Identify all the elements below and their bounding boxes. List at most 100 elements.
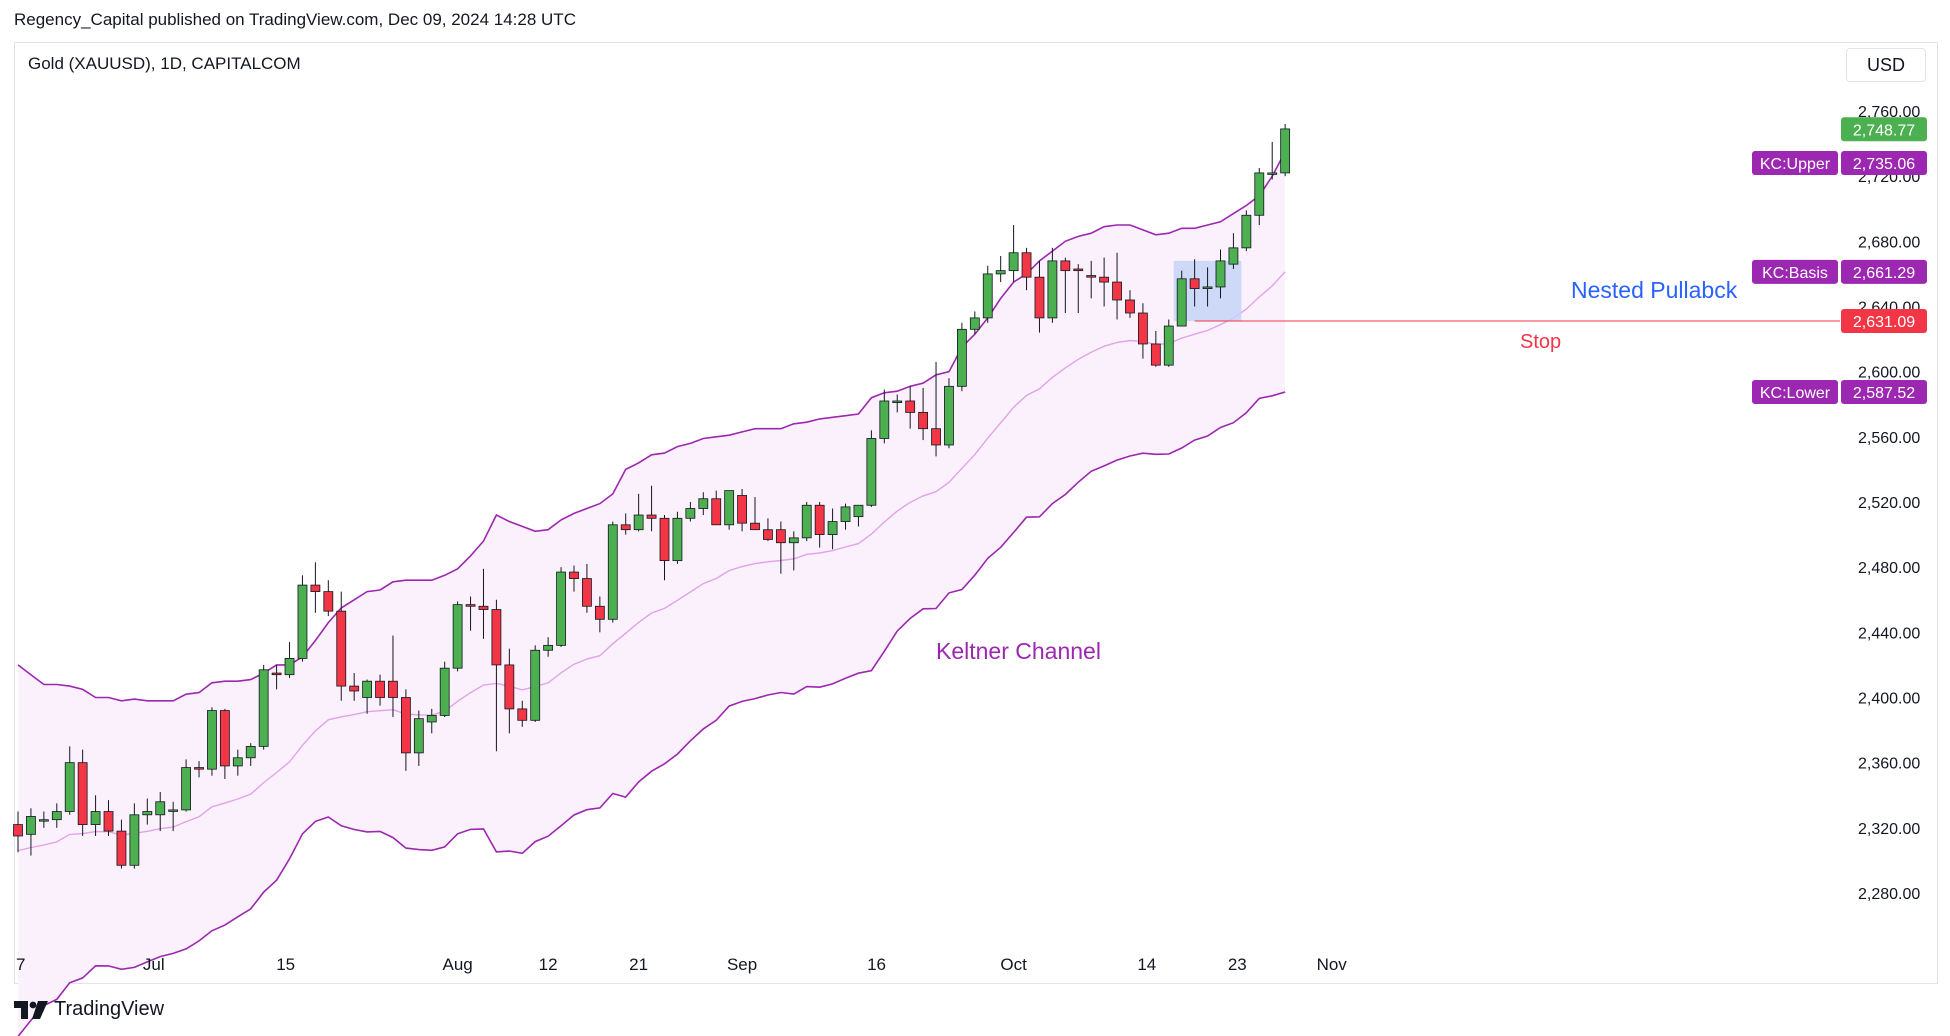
candle: [944, 378, 954, 449]
candle: [13, 811, 23, 853]
candle: [672, 511, 683, 564]
price-tag-value: 2,661.29: [1853, 265, 1915, 282]
y-tick-label: 2,760.00: [1858, 104, 1920, 121]
candle: [956, 322, 967, 392]
axis-layer: 2,280.00 2,320.00 2,360.00 2,400.00 2,440.00…: [16, 104, 1927, 974]
candle: [90, 795, 101, 836]
candle: [646, 485, 657, 532]
candle-body: [375, 680, 385, 698]
candle-body: [711, 498, 722, 526]
candle-body: [1241, 214, 1252, 249]
candle-body: [814, 504, 825, 535]
chart-frame: [14, 42, 1938, 984]
candle: [38, 811, 49, 828]
x-tick-label: 23: [1228, 955, 1247, 974]
candle: [1241, 210, 1252, 252]
candle-body: [530, 649, 541, 721]
candle-body: [13, 824, 23, 837]
candle-body: [77, 762, 88, 825]
kc-upper-line: [17, 151, 1286, 702]
candle-body: [517, 708, 528, 721]
candle: [1267, 141, 1278, 180]
kc-basis-line: [17, 271, 1286, 852]
candle-body: [142, 811, 153, 816]
candle-body: [659, 517, 670, 562]
price-tag-value-bg: [1841, 151, 1927, 176]
candle: [1228, 233, 1239, 270]
candle-body: [620, 524, 631, 531]
price-tag-value-bg: [1841, 259, 1927, 284]
candle: [931, 361, 941, 457]
candle: [1280, 124, 1291, 177]
candle-body: [400, 697, 411, 754]
candle-body: [439, 667, 450, 716]
candle-body: [64, 762, 75, 812]
candle: [504, 648, 515, 734]
candle-body: [323, 591, 334, 612]
price-tag-stop: 2,631.09: [1841, 309, 1927, 334]
price-tag-name: KC:Basis: [1762, 265, 1828, 282]
tradingview-logo-icon: [14, 1000, 48, 1019]
candle: [685, 502, 696, 522]
candle: [594, 596, 605, 633]
x-tick-label: Nov: [1317, 955, 1348, 974]
candle: [840, 503, 851, 530]
candle: [142, 798, 153, 825]
candle: [1215, 249, 1226, 299]
candle-body: [38, 819, 49, 822]
y-tick-label: 2,600.00: [1858, 365, 1920, 382]
candle: [866, 430, 877, 507]
candle: [1189, 259, 1200, 307]
tradingview-logo[interactable]: TradingView: [14, 998, 164, 1021]
candle: [1163, 319, 1174, 367]
candle-body: [232, 757, 243, 767]
candle-body: [168, 809, 179, 812]
candle: [879, 389, 890, 444]
y-tick-label: 2,320.00: [1858, 821, 1920, 838]
candle: [1060, 257, 1071, 314]
x-tick-label: 12: [539, 955, 558, 974]
currency-button[interactable]: USD: [1846, 48, 1926, 82]
candle-body: [1228, 247, 1239, 265]
candle: [750, 497, 760, 531]
candle: [64, 746, 75, 815]
candle: [1021, 247, 1032, 291]
candle: [1125, 290, 1135, 318]
candle-body: [1034, 276, 1045, 319]
candle-body: [1112, 281, 1122, 301]
candle: [362, 679, 373, 714]
candle-body: [801, 504, 812, 539]
candle: [51, 803, 62, 828]
candle: [905, 386, 916, 429]
candle-body: [1125, 299, 1135, 314]
price-tag-value: 2,748.77: [1853, 122, 1915, 139]
candle-body: [465, 604, 476, 607]
keltner-fill: [18, 151, 1286, 1036]
candle: [775, 521, 786, 574]
candle-body: [245, 745, 256, 759]
candle: [788, 531, 799, 571]
candle: [801, 502, 812, 542]
price-tag-value: 2,631.09: [1853, 314, 1915, 331]
keltner-band-layer: [17, 151, 1286, 1036]
candle: [1008, 225, 1019, 283]
candle-body: [388, 680, 398, 698]
candle-body: [116, 830, 127, 866]
x-tick-label: 21: [629, 955, 648, 974]
candle-body: [1008, 252, 1019, 272]
candle: [543, 637, 554, 657]
candle-body: [1215, 260, 1226, 288]
candle: [1202, 267, 1213, 307]
price-tag-last: 2,748.77: [1841, 117, 1927, 142]
nested-pullback-label: Nested Pullabck: [1571, 277, 1738, 303]
candle: [659, 515, 670, 581]
candle: [1150, 330, 1161, 367]
candle-body: [982, 273, 993, 319]
candle-body: [90, 811, 101, 825]
candle-body: [995, 270, 1006, 275]
candle: [400, 689, 411, 771]
candle-body: [1138, 312, 1148, 345]
candle: [1073, 264, 1084, 314]
candle-body: [672, 517, 683, 562]
